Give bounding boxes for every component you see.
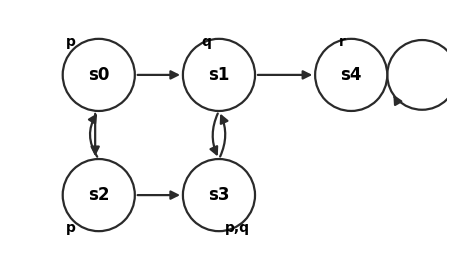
Text: s1: s1 xyxy=(208,66,230,84)
Circle shape xyxy=(63,39,135,111)
Text: r: r xyxy=(339,35,346,49)
Text: s4: s4 xyxy=(340,66,362,84)
Circle shape xyxy=(183,159,255,231)
Text: s2: s2 xyxy=(88,186,109,204)
Text: s3: s3 xyxy=(208,186,230,204)
Circle shape xyxy=(183,39,255,111)
Text: p: p xyxy=(66,35,75,49)
Text: q: q xyxy=(201,35,211,49)
Circle shape xyxy=(63,159,135,231)
Circle shape xyxy=(315,39,387,111)
Text: p,q: p,q xyxy=(225,221,250,235)
Text: p: p xyxy=(66,221,75,235)
Text: s0: s0 xyxy=(88,66,109,84)
